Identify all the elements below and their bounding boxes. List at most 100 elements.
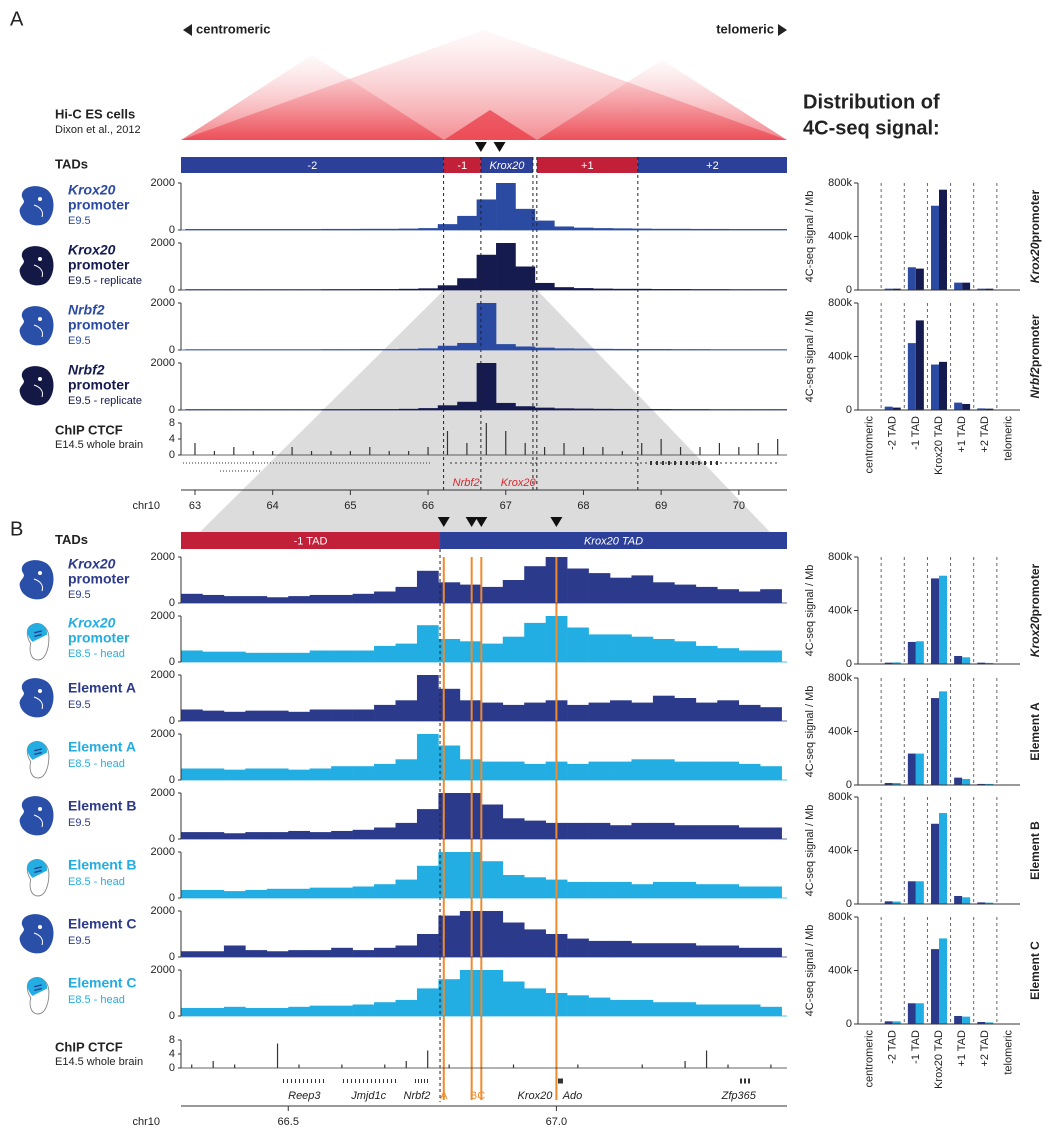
track-label: promoter bbox=[68, 257, 130, 273]
chrom-label: chr10 bbox=[132, 1116, 160, 1128]
signal-bar bbox=[202, 1008, 224, 1016]
y-tick-label: 2000 bbox=[151, 177, 175, 189]
gene-label: Nrbf2 bbox=[404, 1090, 431, 1102]
signal-bar bbox=[524, 566, 546, 603]
signal-bar bbox=[524, 623, 546, 662]
signal-bar bbox=[610, 578, 632, 603]
signal-bar bbox=[610, 882, 632, 898]
signal-bar bbox=[589, 941, 611, 957]
signal-bar bbox=[267, 832, 289, 839]
signal-bar bbox=[760, 707, 782, 721]
signal-bar bbox=[567, 705, 589, 721]
arrow-left bbox=[183, 24, 192, 36]
ctcf-sub: E14.5 whole brain bbox=[55, 439, 143, 451]
bar bbox=[931, 365, 939, 410]
track-label: Nrbf2 bbox=[68, 302, 105, 318]
y-tick-label: 2000 bbox=[151, 610, 175, 622]
signal-bar bbox=[181, 769, 203, 781]
y-tick-label: 0 bbox=[846, 404, 852, 416]
hic-source: Dixon et al., 2012 bbox=[55, 124, 141, 136]
signal-bar bbox=[288, 831, 310, 839]
bar bbox=[908, 267, 916, 290]
panel-title: Element A bbox=[1028, 702, 1042, 761]
element-label: BC bbox=[470, 1090, 485, 1102]
x-tick-label: 65 bbox=[344, 500, 356, 512]
signal-bar bbox=[515, 406, 535, 410]
signal-bar bbox=[267, 951, 289, 957]
signal-bar bbox=[477, 363, 497, 410]
y-tick-label: 0 bbox=[169, 774, 175, 786]
track-sub: E8.5 - head bbox=[68, 994, 125, 1006]
signal-bar bbox=[739, 651, 761, 663]
signal-bar bbox=[224, 891, 246, 898]
signal-bar bbox=[515, 267, 535, 291]
signal-bar bbox=[202, 769, 224, 781]
signal-bar bbox=[567, 569, 589, 604]
panel-title-text: Element C bbox=[1028, 941, 1042, 1000]
signal-bar bbox=[353, 1005, 375, 1017]
signal-bar bbox=[245, 653, 267, 662]
signal-bar bbox=[503, 982, 525, 1017]
track-label: Krox20 bbox=[68, 242, 116, 258]
x-tick-label: 66 bbox=[422, 500, 434, 512]
bar bbox=[939, 938, 947, 1024]
ctcf-title: ChIP CTCF bbox=[55, 422, 123, 437]
signal-bar bbox=[481, 703, 503, 721]
track-sub: E9.5 bbox=[68, 215, 91, 227]
signal-bar bbox=[696, 587, 718, 603]
track-sub: E9.5 bbox=[68, 817, 91, 829]
signal-bar bbox=[417, 866, 439, 898]
signal-bar bbox=[288, 889, 310, 898]
signal-bar bbox=[288, 770, 310, 780]
signal-bar bbox=[589, 573, 611, 603]
signal-bar bbox=[202, 652, 224, 662]
signal-bar bbox=[554, 226, 574, 230]
category-label: Krox20 TAD bbox=[933, 1030, 945, 1089]
signal-bar bbox=[589, 762, 611, 780]
signal-bar bbox=[717, 884, 739, 898]
signal-bar bbox=[524, 703, 546, 721]
y-tick-label: 2000 bbox=[151, 357, 175, 369]
tad-label: -1 bbox=[457, 160, 467, 172]
signal-bar bbox=[739, 592, 761, 604]
signal-bar bbox=[224, 652, 246, 662]
bar bbox=[908, 754, 916, 785]
category-label: telomeric bbox=[1002, 416, 1014, 461]
y-tick-label: 0 bbox=[169, 1010, 175, 1022]
y-tick-label: 2000 bbox=[151, 905, 175, 917]
signal-bar bbox=[610, 825, 632, 839]
ctcf-sub: E14.5 whole brain bbox=[55, 1056, 143, 1068]
track-label: Element C bbox=[68, 975, 136, 991]
x-tick-label: 63 bbox=[189, 500, 201, 512]
y-tick-label: 400k bbox=[828, 604, 852, 616]
signal-bar bbox=[331, 888, 353, 898]
panel-title: Nrbf2promoter bbox=[1028, 314, 1042, 398]
signal-bar bbox=[224, 712, 246, 721]
track-label: Krox20 bbox=[68, 182, 116, 198]
signal-bar bbox=[310, 710, 332, 722]
y-tick-label: 0 bbox=[169, 597, 175, 609]
tad-label: -1 TAD bbox=[294, 535, 328, 547]
category-label: -1 TAD bbox=[910, 416, 922, 450]
panel-title-text: promoter bbox=[1028, 189, 1042, 242]
signal-bar bbox=[396, 700, 418, 721]
y-tick-label: 2000 bbox=[151, 787, 175, 799]
signal-bar bbox=[535, 283, 555, 290]
signal-bar bbox=[567, 882, 589, 898]
panel-title-text: promoter bbox=[1028, 563, 1042, 616]
track-label: promoter bbox=[68, 630, 130, 646]
y-tick-label: 0 bbox=[846, 284, 852, 296]
panel-title: Element B bbox=[1028, 821, 1042, 880]
signal-bar bbox=[524, 877, 546, 898]
signal-bar bbox=[653, 943, 675, 957]
y-tick-label: 400k bbox=[828, 964, 852, 976]
bar bbox=[916, 320, 924, 410]
signal-bar bbox=[696, 1005, 718, 1017]
signal-bar bbox=[610, 634, 632, 662]
category-label: Krox20 TAD bbox=[933, 416, 945, 475]
signal-bar bbox=[717, 1005, 739, 1017]
x-tick-label: 69 bbox=[655, 500, 667, 512]
signal-bar bbox=[760, 828, 782, 840]
signal-bar bbox=[567, 628, 589, 663]
x-tick-label: 64 bbox=[267, 500, 279, 512]
